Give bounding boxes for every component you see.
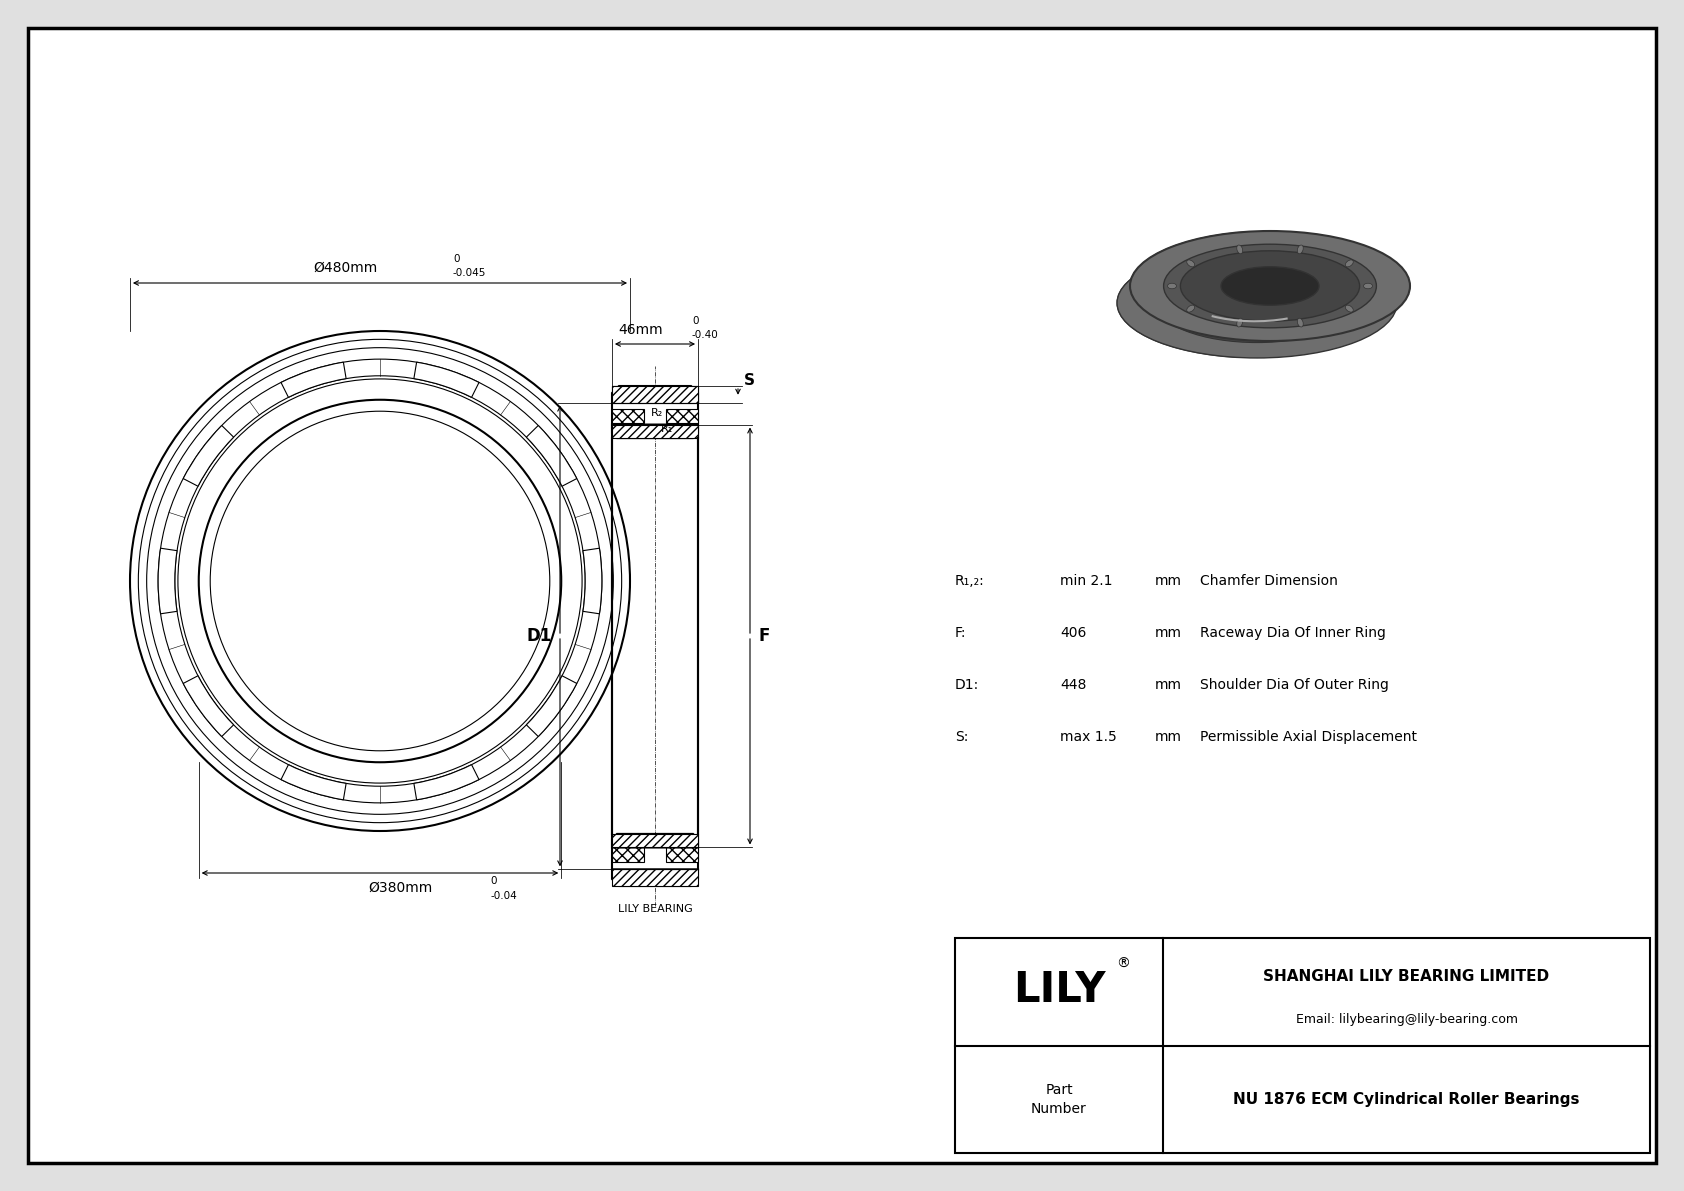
Text: mm: mm bbox=[1155, 574, 1182, 588]
Ellipse shape bbox=[1346, 260, 1354, 267]
Text: S: S bbox=[744, 374, 754, 388]
Text: mm: mm bbox=[1155, 626, 1182, 640]
Ellipse shape bbox=[1167, 283, 1177, 288]
Text: NU 1876 ECM Cylindrical Roller Bearings: NU 1876 ECM Cylindrical Roller Bearings bbox=[1233, 1092, 1580, 1106]
Ellipse shape bbox=[1207, 283, 1307, 323]
Wedge shape bbox=[527, 675, 578, 736]
Text: D1: D1 bbox=[527, 626, 552, 646]
Text: LILY: LILY bbox=[1012, 968, 1105, 1011]
Text: -0.40: -0.40 bbox=[692, 330, 719, 339]
Bar bbox=[611, 409, 645, 423]
Bar bbox=[611, 424, 697, 438]
Bar bbox=[611, 386, 697, 403]
Wedge shape bbox=[158, 548, 177, 613]
Bar bbox=[611, 386, 697, 403]
Bar bbox=[665, 848, 697, 861]
Text: LILY BEARING: LILY BEARING bbox=[618, 904, 692, 913]
Text: Ø380mm: Ø380mm bbox=[367, 881, 433, 894]
Text: min 2.1: min 2.1 bbox=[1059, 574, 1113, 588]
Wedge shape bbox=[184, 425, 234, 486]
Bar bbox=[611, 848, 645, 861]
Text: -0.04: -0.04 bbox=[490, 891, 517, 902]
Ellipse shape bbox=[1116, 248, 1398, 358]
Text: -0.045: -0.045 bbox=[453, 268, 487, 278]
Polygon shape bbox=[611, 834, 697, 848]
Text: 46mm: 46mm bbox=[618, 323, 663, 337]
Text: R₂: R₂ bbox=[652, 407, 663, 418]
Text: Part
Number: Part Number bbox=[1031, 1083, 1086, 1116]
Text: max 1.5: max 1.5 bbox=[1059, 730, 1116, 744]
Polygon shape bbox=[1116, 232, 1248, 357]
Polygon shape bbox=[611, 848, 697, 869]
Wedge shape bbox=[414, 765, 478, 800]
Wedge shape bbox=[583, 548, 601, 613]
Text: R₁,₂:: R₁,₂: bbox=[955, 574, 985, 588]
Text: S:: S: bbox=[955, 730, 968, 744]
Bar bbox=[665, 409, 697, 423]
Text: Ø480mm: Ø480mm bbox=[313, 261, 377, 275]
Text: mm: mm bbox=[1155, 678, 1182, 692]
Text: 0: 0 bbox=[692, 316, 699, 326]
Ellipse shape bbox=[1164, 244, 1376, 328]
Ellipse shape bbox=[1297, 245, 1303, 254]
Text: R₁: R₁ bbox=[662, 424, 674, 434]
Text: mm: mm bbox=[1155, 730, 1182, 744]
Polygon shape bbox=[611, 403, 697, 424]
Ellipse shape bbox=[1130, 231, 1410, 341]
Text: Shoulder Dia Of Outer Ring: Shoulder Dia Of Outer Ring bbox=[1201, 678, 1389, 692]
Text: Raceway Dia Of Inner Ring: Raceway Dia Of Inner Ring bbox=[1201, 626, 1386, 640]
Ellipse shape bbox=[1364, 283, 1372, 288]
Bar bbox=[955, 939, 1650, 1153]
Text: 448: 448 bbox=[1059, 678, 1086, 692]
Text: F: F bbox=[758, 626, 770, 646]
Ellipse shape bbox=[1297, 318, 1303, 328]
Text: SHANGHAI LILY BEARING LIMITED: SHANGHAI LILY BEARING LIMITED bbox=[1263, 969, 1549, 984]
Text: 406: 406 bbox=[1059, 626, 1086, 640]
Text: Email: lilybearing@lily-bearing.com: Email: lilybearing@lily-bearing.com bbox=[1295, 1014, 1517, 1027]
Ellipse shape bbox=[1157, 263, 1357, 343]
Ellipse shape bbox=[1221, 267, 1319, 305]
Ellipse shape bbox=[1187, 305, 1194, 312]
Text: Chamfer Dimension: Chamfer Dimension bbox=[1201, 574, 1337, 588]
Text: ®: ® bbox=[1116, 956, 1130, 971]
Wedge shape bbox=[414, 362, 478, 398]
Bar bbox=[611, 869, 697, 886]
Ellipse shape bbox=[1236, 318, 1243, 328]
Text: F:: F: bbox=[955, 626, 967, 640]
Bar bbox=[611, 834, 697, 848]
Polygon shape bbox=[611, 869, 697, 886]
Text: Permissible Axial Displacement: Permissible Axial Displacement bbox=[1201, 730, 1416, 744]
Text: 0: 0 bbox=[453, 254, 460, 264]
Ellipse shape bbox=[1187, 260, 1194, 267]
Wedge shape bbox=[527, 425, 578, 486]
Ellipse shape bbox=[1180, 251, 1359, 322]
Polygon shape bbox=[611, 386, 697, 403]
Text: D1:: D1: bbox=[955, 678, 980, 692]
Polygon shape bbox=[611, 424, 697, 438]
Wedge shape bbox=[281, 362, 347, 398]
Ellipse shape bbox=[1236, 245, 1243, 254]
Wedge shape bbox=[184, 675, 234, 736]
Text: 0: 0 bbox=[490, 877, 497, 886]
Wedge shape bbox=[281, 765, 347, 800]
Ellipse shape bbox=[1346, 305, 1354, 312]
